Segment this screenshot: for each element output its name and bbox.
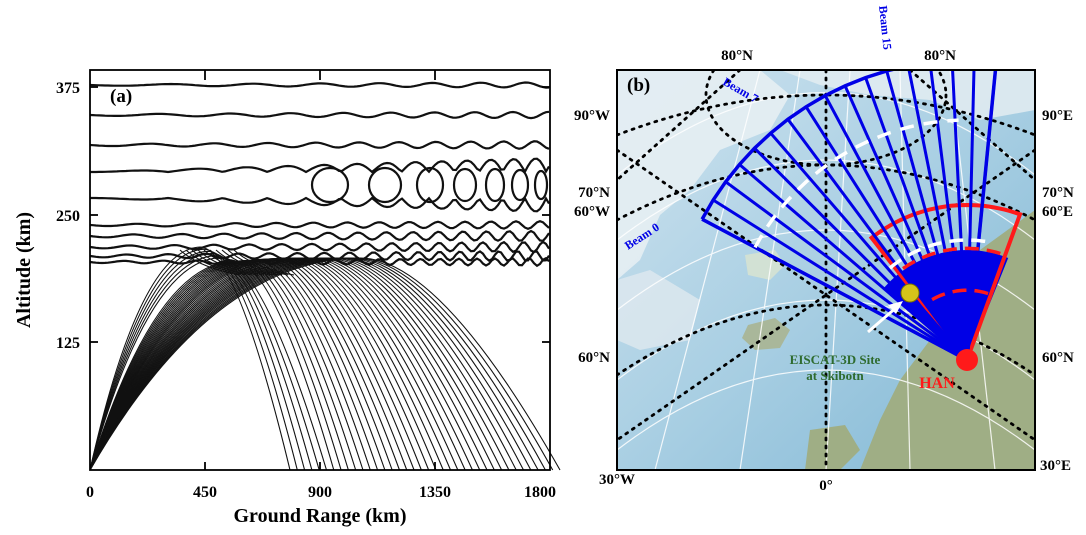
contour-line (89, 240, 550, 254)
beam-edge (701, 217, 968, 362)
lon-label: 0° (819, 478, 833, 494)
range-arc (902, 246, 1004, 271)
iceland-land (742, 318, 790, 350)
ray-path (89, 257, 328, 471)
arctic-islands-land (780, 70, 1035, 120)
han-label: HAN (919, 375, 955, 392)
y-axis-title: Altitude (km) (13, 212, 35, 328)
range-arc (931, 288, 994, 302)
site-arrow (867, 301, 903, 334)
beam-line (965, 70, 976, 361)
lat-label: 60°N (1042, 350, 1074, 366)
lon-label: 90°E (1042, 108, 1073, 124)
ray-path (89, 252, 313, 471)
y-tick-label: 250 (56, 208, 80, 225)
y-tick-label: 125 (56, 335, 80, 352)
ray-cusp (179, 249, 241, 276)
site-label-line1: EISCAT-3D Site (790, 352, 881, 367)
contour-cell (484, 167, 506, 203)
ray-cusp (185, 249, 247, 276)
contour-line (89, 140, 550, 150)
beam-line (864, 77, 969, 361)
lat-label: 70°N (1042, 185, 1074, 201)
ray-path (89, 250, 306, 471)
contour-line (89, 110, 550, 120)
beam-line (823, 94, 969, 361)
contour-cell (310, 166, 350, 204)
x-tick-label: 1800 (524, 484, 556, 501)
contour-line (89, 220, 550, 230)
lon-label: 90°W (574, 108, 610, 124)
beam-edge (965, 70, 998, 361)
ray-path (89, 255, 320, 471)
contour-line (89, 229, 550, 242)
ice-sheet-land (617, 270, 700, 350)
ray-cusp (227, 249, 289, 276)
beam-fan (700, 70, 998, 362)
beam-line (724, 180, 968, 362)
beam-line (929, 70, 969, 361)
ray-cusp (191, 249, 253, 276)
panel-b-frame (616, 69, 1036, 471)
contour-line (89, 250, 550, 262)
beam-line (843, 85, 969, 361)
site-label-line2: at Skibotn (806, 368, 864, 383)
ray-path (89, 248, 298, 471)
beam-outer-arc (700, 70, 899, 221)
contour-cell (452, 167, 478, 203)
ray-cusp (221, 249, 283, 276)
x-axis-title: Ground Range (km) (234, 505, 407, 527)
lat-label: 80°N (721, 48, 753, 64)
x-tick-label: 900 (308, 484, 332, 501)
beam-line (804, 105, 969, 361)
panel-a-tag: (a) (110, 86, 132, 107)
beam-line (907, 70, 969, 361)
contour-cell (533, 169, 549, 201)
beam-line (753, 147, 969, 362)
lat-label: 80°N (924, 48, 956, 64)
beam-line (786, 118, 969, 361)
lon-label: 30°E (1040, 458, 1071, 474)
lon-label: 60°W (574, 204, 610, 220)
panel-a: (a) 375 250 125 0 450 900 1350 1800 Grou… (13, 69, 561, 527)
eiscat-site-marker (900, 283, 920, 303)
ray-traces (89, 246, 561, 471)
lon-label: 30°W (599, 472, 635, 488)
lat-label: 60°N (578, 350, 610, 366)
x-tick-label: 0 (86, 484, 94, 501)
beam-15-label: Beam 15 (876, 5, 895, 51)
contour-line (90, 157, 550, 174)
contour-line (89, 256, 550, 268)
contour-line (90, 196, 550, 213)
ray-cusp (209, 249, 271, 276)
contour-cell (367, 166, 403, 204)
x-tick-label: 450 (193, 484, 217, 501)
panel-b-tag: (b) (627, 75, 650, 96)
han-sector-outline (868, 202, 1023, 365)
y-tick-label: 375 (56, 80, 80, 97)
range-arc (753, 118, 959, 249)
beam-line (712, 198, 968, 362)
density-contours (89, 81, 550, 268)
ray-cusp (215, 249, 277, 276)
contour-cell (415, 166, 445, 204)
contour-line (89, 81, 550, 89)
panel-b: (b) Beam 0 Beam 7 Beam 15 EISCAT-3D Site… (574, 5, 1074, 494)
contour-cell (510, 168, 530, 202)
range-gate-arcs (753, 118, 1004, 302)
x-tick-label: 1350 (419, 484, 451, 501)
beam-line (951, 70, 969, 361)
panel-a-ticks (90, 70, 550, 470)
range-arc (888, 238, 993, 270)
beam-line (769, 132, 969, 361)
lon-label: 60°E (1042, 204, 1073, 220)
beam-line (738, 163, 968, 362)
britain-land (805, 425, 860, 470)
han-radar-marker (956, 349, 978, 371)
ray-path (89, 246, 291, 471)
beam-line (885, 70, 969, 361)
lat-label: 70°N (578, 185, 610, 201)
